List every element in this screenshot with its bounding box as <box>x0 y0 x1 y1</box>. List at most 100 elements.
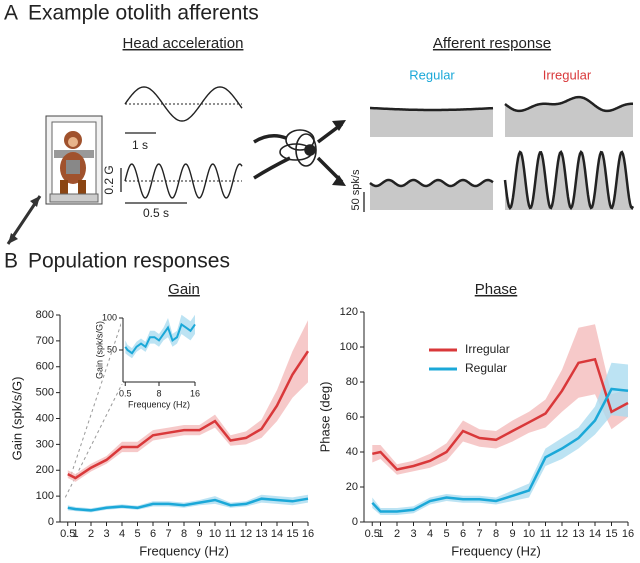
x-tick-label: 14 <box>271 528 283 540</box>
y-tick-label: 500 <box>36 387 54 399</box>
panel-letter: B <box>4 250 18 273</box>
response-trace <box>369 178 494 188</box>
scale-label: 0.2 G <box>102 165 116 194</box>
y-axis-label: Gain (spk/s/G) <box>94 321 104 379</box>
section-title: Afferent response <box>433 35 551 52</box>
legend-label: Regular <box>465 361 507 375</box>
error-band <box>67 320 308 482</box>
x-axis-label: Frequency (Hz) <box>128 399 190 409</box>
x-tick-label: 8 <box>493 528 499 540</box>
x-tick-label: 0.5 <box>119 388 132 398</box>
y-tick-label: 800 <box>36 309 54 321</box>
x-tick-label: 7 <box>476 528 482 540</box>
y-tick-label: 100 <box>102 312 117 322</box>
y-tick-label: 120 <box>340 306 358 318</box>
y-tick-label: 700 <box>36 335 54 347</box>
error-band <box>125 314 195 359</box>
x-tick-label: 8 <box>181 528 187 540</box>
x-tick-label: 4 <box>119 528 125 540</box>
series-line <box>124 322 196 355</box>
scale-label: 1 s <box>132 138 148 152</box>
chart-title: Phase <box>475 281 518 298</box>
panel-title: Population responses <box>28 250 230 273</box>
panel-letter: A <box>4 2 18 25</box>
x-tick-label: 5 <box>443 528 449 540</box>
inset-connector <box>63 381 124 501</box>
scale-label: 0.5 s <box>143 206 169 220</box>
x-tick-label: 2 <box>394 528 400 540</box>
x-tick-label: 16 <box>190 388 200 398</box>
x-tick-label: 0.5 <box>60 528 75 540</box>
x-tick-label: 1 <box>72 528 78 540</box>
response-trace <box>370 106 494 112</box>
response-area <box>505 152 633 210</box>
neuron-illustration <box>253 120 346 186</box>
y-tick-label: 20 <box>346 481 358 493</box>
x-tick-label: 6 <box>150 528 156 540</box>
inset-connector <box>69 317 124 479</box>
series-line <box>371 387 629 513</box>
x-tick-label: 11 <box>540 528 551 540</box>
x-tick-label: 15 <box>605 528 617 540</box>
x-tick-label: 9 <box>196 528 202 540</box>
response-area <box>370 108 493 137</box>
x-axis-label: Frequency (Hz) <box>451 543 541 558</box>
x-tick-label: 6 <box>460 528 466 540</box>
error-band <box>372 324 628 475</box>
x-tick-label: 16 <box>622 528 634 540</box>
y-tick-label: 200 <box>36 464 54 476</box>
y-tick-label: 600 <box>36 361 54 373</box>
monkey-illustration <box>6 115 103 245</box>
panel-title: Example otolith afferents <box>28 2 259 25</box>
y-axis-label: Gain (spk/s/G) <box>9 377 24 461</box>
series-line <box>67 350 310 480</box>
x-tick-label: 5 <box>134 528 140 540</box>
x-tick-label: 12 <box>556 528 568 540</box>
series-line <box>67 497 309 512</box>
x-tick-label: 11 <box>225 528 236 540</box>
y-tick-label: 300 <box>36 438 54 450</box>
head-sine <box>124 86 243 122</box>
x-tick-label: 1 <box>377 528 383 540</box>
x-tick-label: 13 <box>255 528 267 540</box>
legend-label: Irregular <box>465 342 510 356</box>
y-tick-label: 0 <box>48 516 54 528</box>
baseline <box>125 103 242 182</box>
x-tick-label: 0.5 <box>365 528 380 540</box>
x-tick-label: 10 <box>523 528 535 540</box>
response-area <box>370 180 493 210</box>
x-tick-label: 4 <box>427 528 433 540</box>
y-tick-label: 60 <box>346 411 358 423</box>
x-tick-label: 12 <box>240 528 252 540</box>
x-tick-label: 15 <box>286 528 298 540</box>
irregular-label: Irregular <box>543 67 592 82</box>
x-tick-label: 3 <box>410 528 416 540</box>
response-trace <box>503 149 635 211</box>
scale-bars <box>120 132 365 212</box>
y-tick-label: 100 <box>340 341 358 353</box>
response-area <box>505 97 633 137</box>
y-tick-label: 40 <box>346 446 358 458</box>
x-tick-label: 8 <box>156 388 161 398</box>
y-tick-label: 80 <box>346 376 358 388</box>
x-tick-label: 16 <box>302 528 314 540</box>
y-tick-label: 0 <box>352 516 358 528</box>
x-tick-label: 2 <box>88 528 94 540</box>
x-tick-label: 9 <box>509 528 515 540</box>
x-tick-label: 10 <box>209 528 221 540</box>
series-line <box>372 357 629 471</box>
x-tick-label: 14 <box>589 528 601 540</box>
chart-title: Gain <box>168 281 200 298</box>
y-tick-label: 50 <box>107 344 117 354</box>
y-tick-label: 100 <box>36 490 54 502</box>
y-tick-label: 400 <box>36 412 54 424</box>
section-title: Head acceleration <box>123 35 244 52</box>
y-axis-label: Phase (deg) <box>317 382 332 453</box>
head-sine <box>124 163 243 199</box>
scale-label: 50 spk/s <box>350 169 362 210</box>
x-tick-label: 3 <box>103 528 109 540</box>
waveforms <box>124 86 635 211</box>
x-tick-label: 13 <box>572 528 584 540</box>
x-tick-label: 7 <box>165 528 171 540</box>
